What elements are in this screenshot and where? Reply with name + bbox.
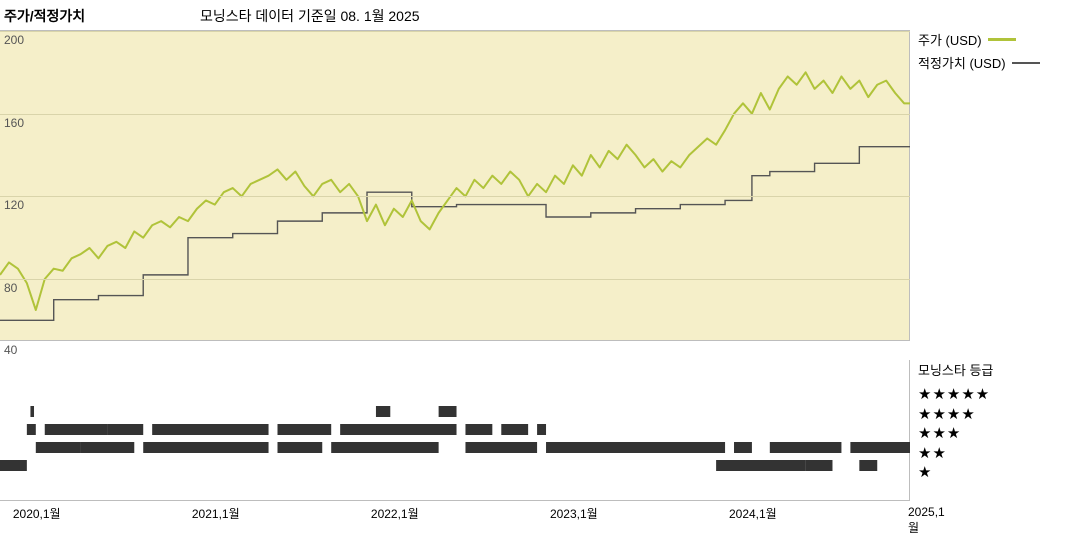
stars-4: ★★★★: [918, 405, 1078, 425]
stars-5: ★★★★★: [918, 385, 1078, 405]
rating-segment: [331, 442, 438, 453]
rating-segment: [107, 424, 143, 435]
chart-legend: 주가 (USD) 적정가치 (USD): [918, 30, 1078, 76]
rating-segment: [277, 442, 322, 453]
rating-segment: [465, 424, 492, 435]
rating-segment: [546, 442, 725, 453]
y-tick-label: 160: [4, 116, 24, 130]
rating-segment: [439, 406, 457, 417]
rating-svg: [0, 360, 910, 500]
rating-segment: [537, 424, 546, 435]
rating-segment: [0, 460, 27, 471]
y-tick-label: 200: [4, 33, 24, 47]
x-tick-label: 2024,1월: [729, 505, 777, 522]
x-tick-label: 2021,1월: [192, 505, 240, 522]
legend-fair-swatch: [1012, 62, 1040, 64]
rating-segment: [81, 442, 135, 453]
rating-segment: [465, 442, 537, 453]
rating-segment: [376, 406, 390, 417]
rating-segment: [734, 442, 752, 453]
x-tick-label: 2025,1월: [908, 505, 945, 536]
legend-price: 주가 (USD): [918, 30, 1078, 49]
gridline: [0, 31, 910, 32]
price-fair-chart: 80 120 160 200: [0, 30, 910, 340]
rating-segment: [806, 460, 833, 471]
rating-segment: [340, 424, 456, 435]
x-tick-label: 2020,1월: [13, 505, 61, 522]
rating-segment: [143, 442, 268, 453]
x-tick-label: 2023,1월: [550, 505, 598, 522]
rating-segment: [36, 442, 81, 453]
gridline: [0, 114, 910, 115]
gridline: [0, 279, 910, 280]
stars-3: ★★★: [918, 424, 1078, 444]
stars-2: ★★: [918, 444, 1078, 464]
panel-separator: [0, 340, 910, 341]
rating-segment: [30, 406, 34, 417]
rating-segment: [277, 424, 331, 435]
legend-fair: 적정가치 (USD): [918, 53, 1078, 72]
rating-panel: [0, 360, 910, 500]
rating-segment: [501, 424, 528, 435]
rating-segment: [152, 424, 268, 435]
rating-segment: [27, 424, 36, 435]
y-tick-label: 120: [4, 198, 24, 212]
rating-segment: [859, 460, 877, 471]
chart-svg: [0, 31, 910, 341]
chart-header: 주가/적정가치 모닝스타 데이터 기준일 08. 1월 2025: [0, 6, 1080, 26]
legend-price-label: 주가 (USD): [918, 30, 982, 49]
price-line: [0, 72, 910, 310]
x-axis: 2020,1월2021,1월2022,1월2023,1월2024,1월2025,…: [0, 500, 910, 530]
rating-segment: [716, 460, 806, 471]
x-tick-label: 2022,1월: [371, 505, 419, 522]
legend-fair-label: 적정가치 (USD): [918, 53, 1006, 72]
rating-legend: 모닝스타 등급 ★★★★★ ★★★★ ★★★ ★★ ★: [918, 360, 1078, 483]
rating-segment: [850, 442, 910, 453]
chart-title-date: 모닝스타 데이터 기준일 08. 1월 2025: [200, 6, 420, 26]
rating-legend-title: 모닝스타 등급: [918, 360, 1078, 379]
rating-segment: [770, 442, 842, 453]
chart-title-left: 주가/적정가치: [4, 6, 85, 26]
legend-price-swatch: [988, 38, 1016, 41]
rating-segment: [45, 424, 108, 435]
y-tick-label: 80: [4, 281, 17, 295]
gridline: [0, 196, 910, 197]
stars-1: ★: [918, 463, 1078, 483]
y-tick-40-label: 40: [4, 343, 17, 357]
